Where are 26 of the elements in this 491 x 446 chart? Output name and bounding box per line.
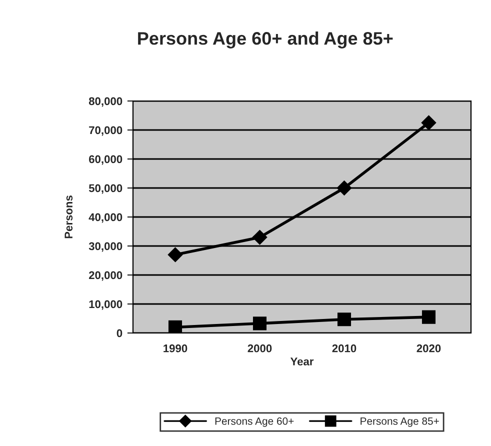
point bbox=[336, 180, 352, 196]
x-tick-label: 1990 bbox=[164, 344, 188, 352]
y-tick-label: 40,000 bbox=[88, 213, 122, 223]
x-tick-label: 2000 bbox=[248, 344, 272, 352]
y-tick-label: 10,000 bbox=[89, 300, 122, 310]
y-tick-label: 70,000 bbox=[89, 126, 122, 136]
x-tick-label: 2010 bbox=[332, 344, 356, 352]
x-axis-title: Year bbox=[290, 358, 314, 366]
point bbox=[252, 316, 267, 330]
legend-label: Persons Age 85+ bbox=[360, 417, 439, 427]
x-tick-label: 2020 bbox=[416, 344, 441, 352]
point bbox=[337, 312, 352, 326]
y-tick-label: 30,000 bbox=[88, 242, 122, 252]
y-tick-label: 20,000 bbox=[88, 271, 122, 281]
legend-label: Persons Age 60+ bbox=[215, 417, 294, 427]
point bbox=[168, 320, 182, 333]
y-tick-label: 80,000 bbox=[88, 97, 122, 107]
y-tick-label: 60,000 bbox=[89, 155, 122, 165]
y-tick-label: 0 bbox=[116, 329, 122, 338]
point bbox=[422, 310, 436, 324]
y-axis-title: Persons bbox=[64, 196, 73, 238]
point bbox=[168, 247, 183, 262]
point bbox=[252, 230, 268, 245]
point bbox=[421, 115, 436, 130]
chart-title: Persons Age 60+ and Age 85+ bbox=[138, 32, 393, 48]
y-tick-label: 50,000 bbox=[88, 184, 122, 194]
